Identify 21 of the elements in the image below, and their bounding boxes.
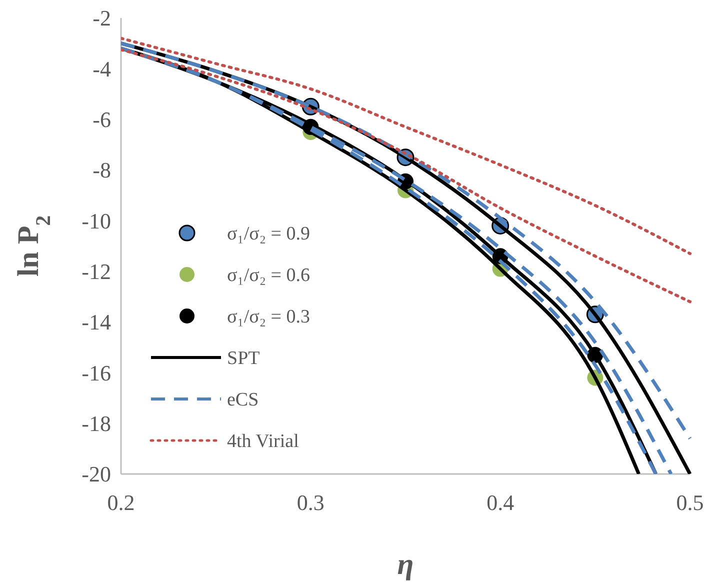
x-tick-label: 0.4	[486, 490, 514, 515]
x-tick-label: 0.5	[676, 490, 704, 515]
y-tick-label: -4	[92, 56, 111, 82]
legend-label: SPT	[227, 348, 260, 370]
y-tick-label: -10	[82, 208, 111, 234]
y-tick-label: -12	[82, 259, 111, 284]
x-axis-title: η	[397, 548, 414, 581]
legend-label: σ₁/σ₂ = 0.3	[227, 306, 310, 328]
legend-label: σ₁/σ₂ = 0.9	[227, 224, 310, 245]
y-tick-label: -16	[82, 360, 111, 386]
y-tick-label: -2	[92, 6, 111, 31]
y-tick-label: -14	[82, 310, 111, 335]
legend-label: σ₁/σ₂ = 0.6	[227, 265, 310, 286]
x-tick-label: 0.2	[107, 490, 135, 515]
x-tick-label: 0.3	[296, 490, 324, 515]
y-tick-label: -18	[82, 411, 111, 436]
legend-label: 4th Virial	[227, 431, 299, 452]
y-tick-label: -20	[82, 462, 111, 487]
y-tick-label: -6	[92, 107, 111, 132]
legend-label: eCS	[227, 390, 259, 411]
y-tick-label: -8	[92, 158, 111, 183]
